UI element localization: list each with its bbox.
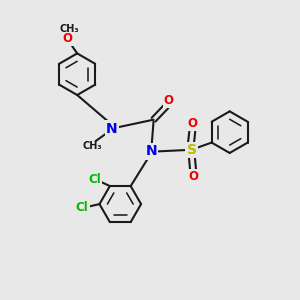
Text: Cl: Cl	[88, 173, 101, 186]
Text: Cl: Cl	[76, 202, 88, 214]
Text: N: N	[146, 145, 157, 158]
Text: N: N	[106, 122, 118, 136]
Text: O: O	[63, 32, 73, 45]
Text: CH₃: CH₃	[83, 141, 102, 151]
Text: S: S	[187, 143, 196, 157]
Text: O: O	[164, 94, 174, 107]
Text: CH₃: CH₃	[59, 24, 79, 34]
Text: O: O	[188, 170, 198, 183]
Text: O: O	[187, 117, 197, 130]
